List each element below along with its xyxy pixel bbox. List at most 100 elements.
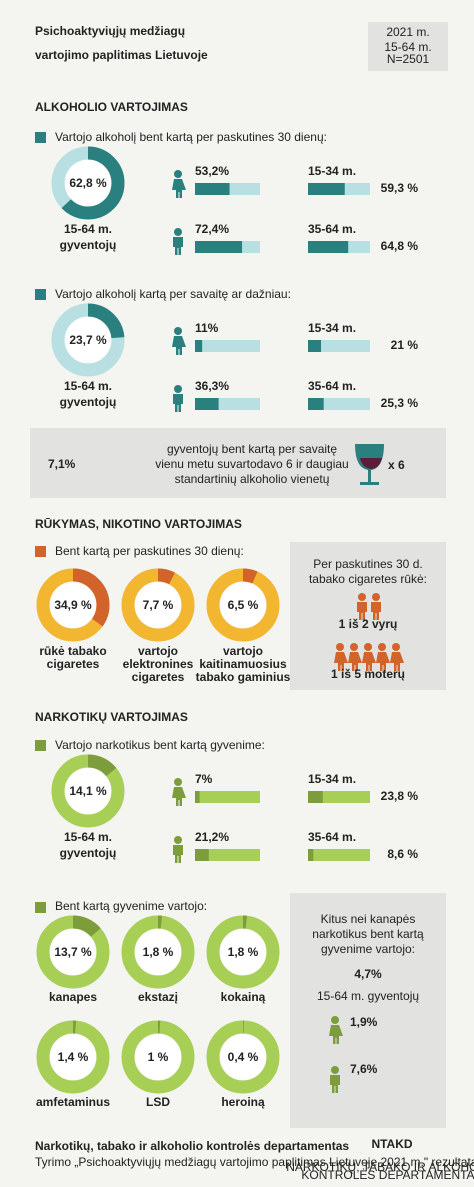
population: gyventojų bbox=[60, 238, 117, 252]
side-title: Kitus nei kanapės bbox=[321, 912, 416, 926]
body bbox=[330, 1075, 340, 1093]
head bbox=[174, 836, 182, 844]
drug-donut bbox=[121, 1020, 195, 1094]
side-title: narkotikus bent kartą bbox=[312, 927, 424, 941]
caption: amfetaminus bbox=[36, 1095, 110, 1109]
total-donut-label: 14,1 % bbox=[69, 784, 107, 798]
side-population: 15-64 m. gyventojų bbox=[317, 989, 419, 1003]
head bbox=[174, 778, 182, 786]
total-donut bbox=[51, 754, 125, 828]
body bbox=[390, 652, 404, 671]
body bbox=[334, 652, 348, 671]
drug-donut-center bbox=[50, 1034, 96, 1080]
drugs-side-box bbox=[290, 893, 446, 1128]
bullet bbox=[35, 902, 46, 913]
subtitle: Vartojo narkotikus bent kartą gyvenime: bbox=[55, 738, 265, 752]
age-bar bbox=[308, 849, 314, 861]
note-text: standartinių alkoholio vienetų bbox=[175, 472, 330, 486]
bullet bbox=[35, 546, 46, 557]
head bbox=[350, 643, 358, 651]
body bbox=[371, 602, 381, 620]
female-bar bbox=[195, 791, 200, 803]
total-donut bbox=[51, 146, 125, 220]
age-group: 15-34 m. bbox=[308, 321, 356, 335]
male-icon bbox=[357, 593, 367, 620]
caption: cigaretes bbox=[132, 670, 185, 684]
drug-donut bbox=[36, 1020, 110, 1094]
age-bar-track bbox=[308, 340, 370, 352]
logo: NTAKD bbox=[371, 1137, 412, 1151]
drug-donut-label: 1 % bbox=[148, 1050, 169, 1064]
age-bar bbox=[308, 791, 323, 803]
bullet bbox=[35, 289, 46, 300]
side-title: tabako cigaretes rūkė: bbox=[309, 572, 427, 586]
head bbox=[174, 385, 182, 393]
male-icon bbox=[173, 836, 183, 863]
female-icon bbox=[390, 643, 404, 671]
logo-sub: NARKOTIKŲ, TABAKO IR ALKOHOLIO bbox=[286, 1160, 474, 1174]
female-icon bbox=[334, 643, 348, 671]
age: 15-64 m. bbox=[384, 40, 431, 54]
note-text: gyventojų bent kartą per savaitę bbox=[167, 442, 337, 456]
drug-donut-center bbox=[220, 929, 266, 975]
smoking-donut bbox=[206, 568, 280, 642]
drug-donut-label: 0,4 % bbox=[228, 1050, 259, 1064]
age-bar-track bbox=[308, 849, 370, 861]
male-value: 21,2% bbox=[195, 830, 229, 844]
age-group: 35-64 m. bbox=[308, 830, 356, 844]
side-title: gyvenime vartojo: bbox=[321, 942, 415, 956]
info-box bbox=[368, 22, 448, 71]
female-bar bbox=[195, 183, 230, 195]
age-group: 35-64 m. bbox=[308, 222, 356, 236]
drug-donut-center bbox=[135, 929, 181, 975]
body bbox=[348, 652, 362, 671]
female-icon bbox=[329, 1016, 343, 1044]
caption: kokainą bbox=[221, 990, 266, 1004]
section-heading: ALKOHOLIO VARTOJIMAS bbox=[35, 100, 188, 114]
female-icon bbox=[362, 643, 376, 671]
drug-donut bbox=[36, 915, 110, 989]
female-value: 1,9% bbox=[350, 1015, 378, 1029]
male-value: 7,6% bbox=[350, 1062, 378, 1076]
total-donut-label: 23,7 % bbox=[69, 333, 107, 347]
title: vartojimo paplitimas Lietuvoje bbox=[35, 48, 208, 62]
drug-donut bbox=[206, 915, 280, 989]
smoking-donut-center bbox=[50, 582, 96, 628]
total-donut-center bbox=[65, 768, 111, 814]
women: 1 iš 5 moterų bbox=[331, 667, 405, 681]
note-value: 7,1% bbox=[48, 457, 76, 471]
caption: tabako gaminius bbox=[196, 670, 291, 684]
drug-donut bbox=[206, 1020, 280, 1094]
smoking-donut-center bbox=[135, 582, 181, 628]
male-bar bbox=[195, 241, 243, 253]
drug-donut-label: 1,4 % bbox=[58, 1050, 89, 1064]
smoking-donut-label: 34,9 % bbox=[54, 598, 92, 612]
drug-donut-center bbox=[220, 1034, 266, 1080]
caption: cigaretes bbox=[47, 657, 100, 671]
drug-donut-center bbox=[50, 929, 96, 975]
body bbox=[172, 336, 186, 355]
drug-donut-label: 1,8 % bbox=[228, 945, 259, 959]
smoking-donut bbox=[121, 568, 195, 642]
caption: kanapes bbox=[49, 990, 97, 1004]
smoking-donut-center bbox=[220, 582, 266, 628]
head bbox=[392, 643, 400, 651]
body bbox=[173, 394, 183, 412]
side-value: 4,7% bbox=[354, 967, 382, 981]
section-heading: RŪKYMAS, NIKOTINO VARTOJIMAS bbox=[35, 517, 242, 531]
total-donut bbox=[51, 303, 125, 377]
caption: LSD bbox=[146, 1095, 170, 1109]
age-group: 15-34 m. bbox=[308, 164, 356, 178]
male-bar bbox=[195, 398, 219, 410]
body bbox=[329, 1025, 343, 1044]
age-value: 59,3 % bbox=[381, 181, 419, 195]
male-icon bbox=[173, 228, 183, 255]
population: gyventojų bbox=[60, 846, 117, 860]
female-icon bbox=[376, 643, 390, 671]
head bbox=[174, 228, 182, 236]
population: gyventojų bbox=[60, 395, 117, 409]
female-bar-track bbox=[195, 791, 260, 803]
title: Psichoaktyviųjų medžiagų bbox=[35, 24, 185, 38]
age-value: 21 % bbox=[391, 338, 419, 352]
